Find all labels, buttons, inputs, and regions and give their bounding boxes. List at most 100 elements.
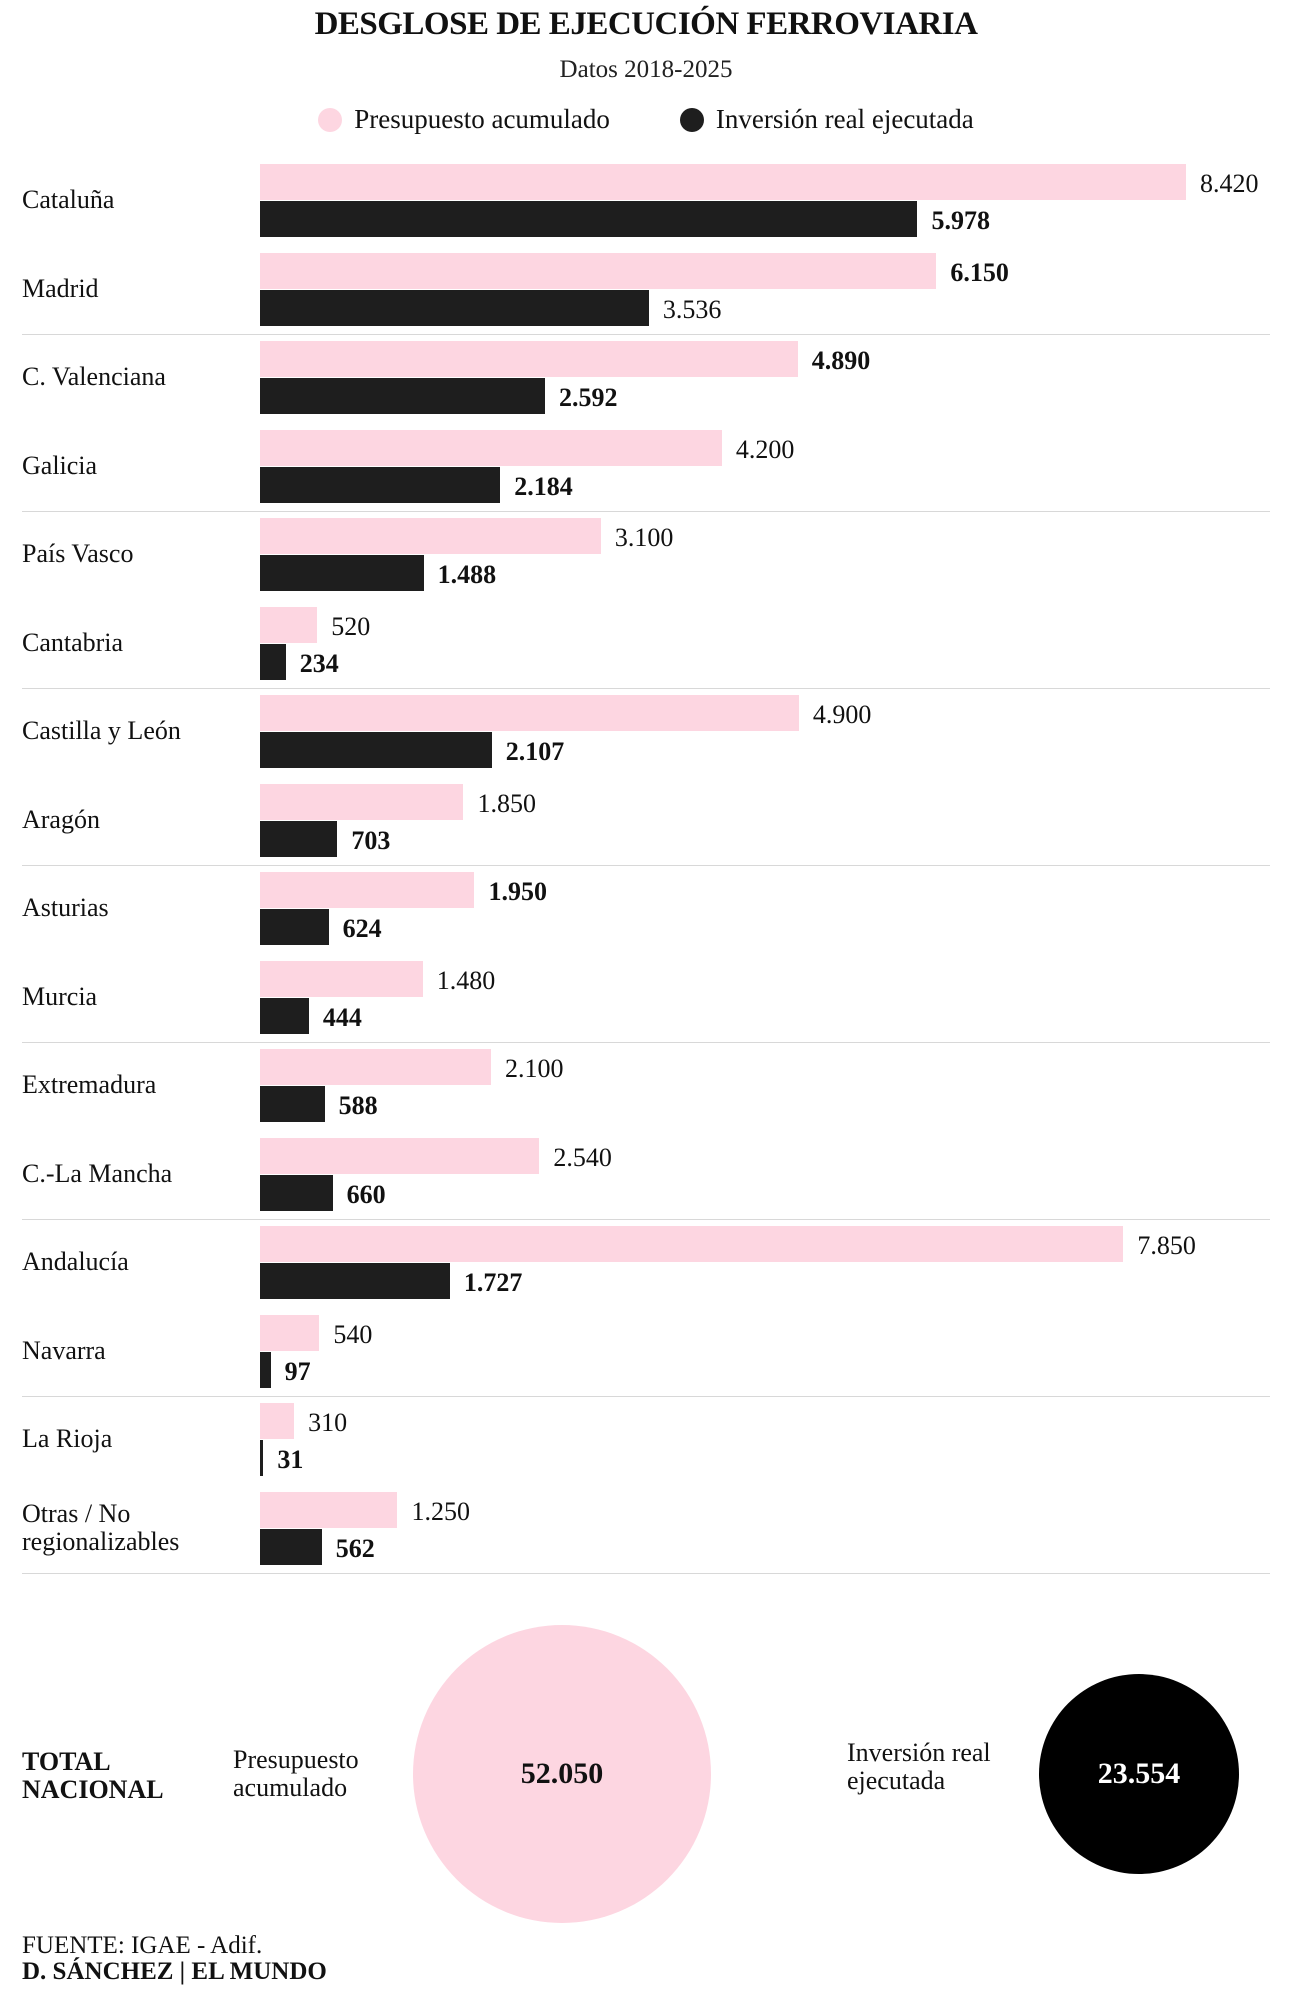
total-inversion-circle: 23.554 (1039, 1674, 1239, 1874)
legend-swatch-black (679, 107, 704, 132)
bar-presupuesto (260, 1049, 491, 1085)
category-label: Otras / No regionalizables (22, 1498, 180, 1556)
value-label: 7.850 (1137, 1231, 1196, 1260)
value-label: 660 (346, 1179, 386, 1209)
value-label: 8.420 (1200, 169, 1259, 198)
value-label: 3.536 (662, 294, 722, 324)
legend-swatch-pink (318, 107, 343, 132)
value-label: 1.850 (477, 788, 536, 818)
value-label: 703 (351, 825, 391, 855)
group-divider (22, 865, 1270, 866)
category-label: Navarra (22, 1335, 106, 1365)
value-label: 1.480 (436, 965, 496, 995)
total-presupuesto-label: Presupuesto acumulado (233, 1745, 359, 1802)
category-label: Asturias (22, 893, 109, 922)
bar-inversion (260, 643, 286, 680)
bar-inversion (260, 201, 918, 237)
category-label: País Vasco (22, 539, 134, 568)
bar-presupuesto (260, 783, 464, 820)
chart-subtitle: Datos 2018-2025 (559, 56, 733, 83)
bar-inversion (260, 909, 329, 945)
total-inversion-label: Inversión real ejecutada (847, 1738, 991, 1795)
category-label: Andalucía (22, 1247, 129, 1276)
value-label: 234 (299, 648, 339, 678)
value-label: 1.250 (411, 1496, 470, 1526)
value-label: 2.184 (514, 471, 573, 501)
bar-presupuesto (260, 1491, 398, 1528)
category-label: Madrid (22, 273, 99, 303)
value-label: 310 (308, 1408, 348, 1437)
bar-presupuesto (260, 872, 475, 908)
bar-inversion (260, 378, 546, 414)
bar-inversion (260, 466, 501, 503)
category-label: Cantabria (22, 627, 124, 657)
bar-presupuesto (260, 164, 1186, 200)
bar-presupuesto (260, 1137, 540, 1174)
bar-inversion (260, 997, 309, 1034)
category-label: Castilla y León (22, 716, 181, 745)
category-label: Cataluña (22, 185, 115, 214)
source-note: FUENTE: IGAE - Adif. (22, 1932, 263, 1959)
value-label: 1.488 (437, 560, 497, 589)
value-label: 1.950 (488, 877, 547, 906)
value-label: 4.890 (811, 346, 871, 375)
legend-label: Presupuesto acumulado (354, 104, 610, 134)
credit: D. SÁNCHEZ | EL MUNDO (22, 1958, 327, 1985)
group-divider (22, 1042, 1270, 1043)
category-label: La Rioja (22, 1424, 113, 1453)
value-label: 2.100 (504, 1054, 564, 1083)
category-label: Extremadura (22, 1070, 157, 1099)
legend-label: Inversión real ejecutada (715, 104, 974, 134)
value-label: 540 (333, 1319, 373, 1349)
bar-presupuesto (260, 960, 423, 997)
bar-presupuesto (260, 606, 318, 643)
value-label: 2.540 (553, 1142, 612, 1172)
group-divider (22, 1219, 1270, 1220)
bar-inversion (260, 732, 492, 768)
total-presupuesto-circle: 52.050 (413, 1625, 711, 1923)
group-divider (22, 334, 1270, 335)
legend-item-inversion: Inversión real ejecutada (679, 104, 974, 135)
category-label: C. Valenciana (22, 362, 166, 391)
value-label: 562 (335, 1533, 375, 1563)
value-label: 31 (277, 1445, 304, 1474)
bar-inversion (260, 1174, 333, 1211)
bar-inversion (260, 1086, 325, 1122)
value-label: 2.592 (559, 383, 618, 412)
category-label: Murcia (22, 981, 98, 1011)
total-presupuesto-value: 52.050 (520, 1757, 604, 1790)
bar-presupuesto (260, 1403, 295, 1439)
value-label: 4.200 (735, 434, 795, 464)
bar-inversion (260, 1263, 450, 1299)
group-divider (22, 688, 1270, 689)
bar-presupuesto (260, 429, 722, 466)
total-inversion-value: 23.554 (1097, 1757, 1181, 1790)
bar-inversion (260, 289, 649, 326)
value-label: 97 (284, 1356, 311, 1386)
bar-presupuesto (260, 1226, 1124, 1262)
value-label: 6.150 (950, 257, 1009, 287)
category-label: Aragón (22, 804, 100, 834)
chart-title: DESGLOSE DE EJECUCIÓN FERROVIARIA (314, 6, 978, 42)
value-label: 4.900 (812, 700, 872, 729)
value-label: 520 (331, 611, 371, 641)
bar-presupuesto (260, 518, 601, 554)
total-heading: TOTAL NACIONAL (22, 1747, 164, 1804)
bar-presupuesto (260, 1314, 320, 1351)
bar-inversion (260, 1440, 264, 1476)
value-label: 588 (338, 1091, 378, 1120)
legend-item-presupuesto: Presupuesto acumulado (318, 104, 610, 135)
bar-inversion (260, 555, 424, 591)
value-label: 1.727 (463, 1268, 523, 1297)
value-label: 444 (322, 1002, 362, 1032)
value-label: 5.978 (931, 206, 990, 235)
bar-presupuesto (260, 695, 799, 731)
bar-inversion (260, 1528, 322, 1565)
category-label: Galicia (22, 450, 98, 480)
category-label: C.-La Mancha (22, 1158, 173, 1188)
group-divider (22, 1573, 1270, 1574)
bar-inversion (260, 1351, 271, 1388)
bar-presupuesto (260, 252, 937, 289)
value-label: 2.107 (505, 737, 565, 766)
group-divider (22, 1396, 1270, 1397)
